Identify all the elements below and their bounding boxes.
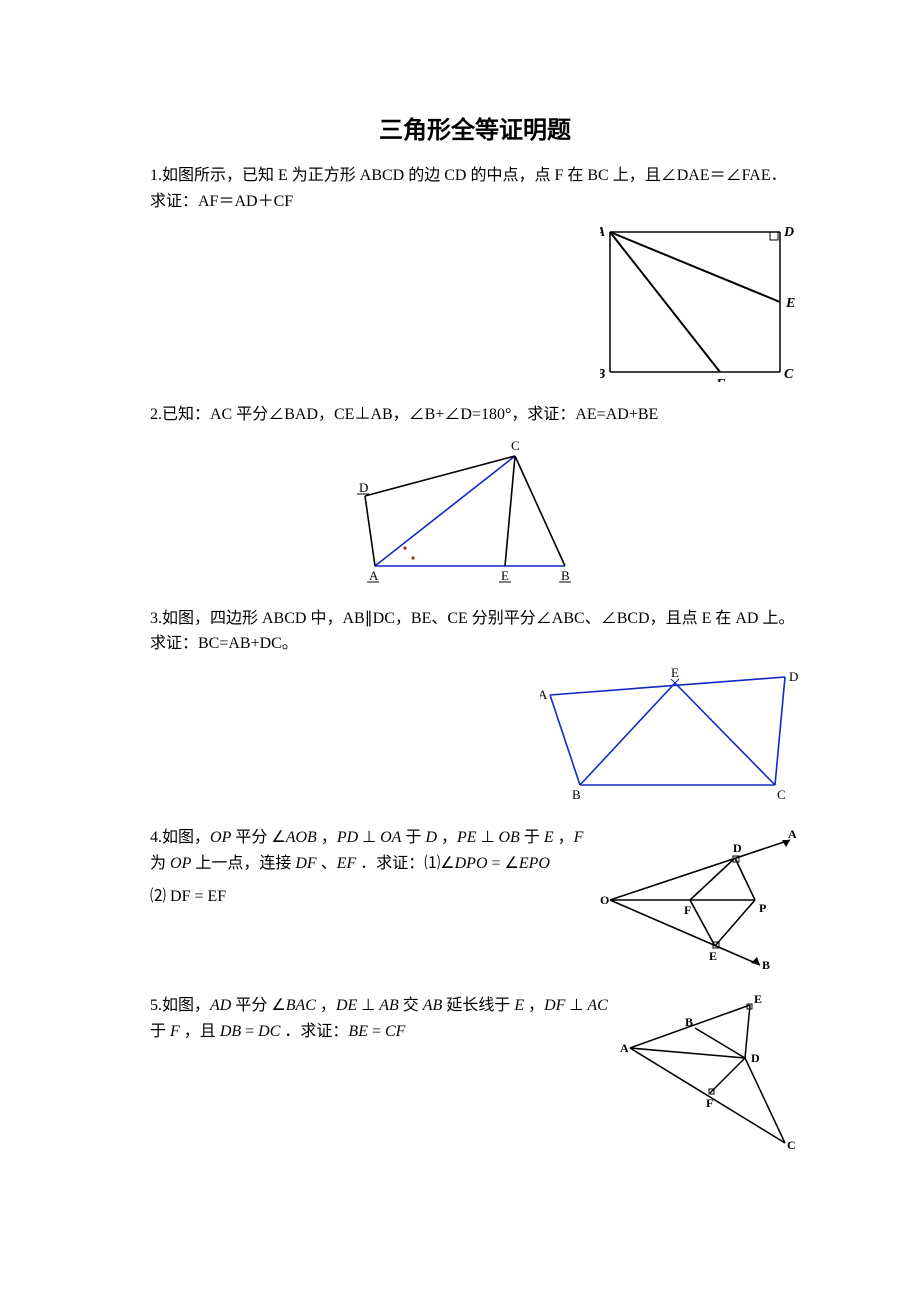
svg-text:D: D <box>733 841 742 855</box>
problem-1-figure: A D B C E F <box>600 222 800 382</box>
problem-3-figure-wrap: A D B C E <box>150 665 800 805</box>
svg-text:C: C <box>787 1138 796 1152</box>
problem-2-figure: A B E C D <box>345 436 605 586</box>
svg-text:F: F <box>684 903 691 917</box>
svg-text:F: F <box>706 1096 713 1110</box>
svg-text:A: A <box>540 687 548 702</box>
svg-text:E: E <box>754 993 762 1006</box>
problem-4-sub: ⑵ DF = EF <box>150 884 590 910</box>
problem-2-figure-wrap: A B E C D <box>150 436 800 586</box>
problem-2-text: 2.已知：AC 平分∠BAD，CE⊥AB，∠B+∠D=180°，求证：AE=AD… <box>150 402 800 428</box>
svg-text:B: B <box>600 367 605 382</box>
svg-text:B: B <box>561 568 570 583</box>
problem-3-text: 3.如图，四边形 ABCD 中，AB∥DC，BE、CE 分别平分∠ABC、∠BC… <box>150 606 800 657</box>
svg-text:E: E <box>785 296 795 311</box>
svg-text:C: C <box>777 787 786 802</box>
svg-text:A: A <box>600 225 605 240</box>
problem-3-figure: A D B C E <box>540 665 800 805</box>
svg-text:E: E <box>709 949 717 963</box>
svg-text:E: E <box>501 568 509 583</box>
svg-text:E: E <box>671 665 679 680</box>
svg-text:P: P <box>759 901 766 915</box>
svg-text:F: F <box>715 377 726 382</box>
svg-text:O: O <box>600 893 609 907</box>
svg-text:A: A <box>369 568 379 583</box>
svg-text:D: D <box>359 480 368 495</box>
svg-text:C: C <box>511 438 520 453</box>
problem-5-text: 5.如图，AD 平分 ∠BAC ，DE ⊥ AB 交 AB 延长线于 E ，DF… <box>150 993 610 1044</box>
svg-text:D: D <box>789 669 798 684</box>
svg-text:D: D <box>783 225 794 240</box>
svg-text:A: A <box>620 1041 629 1055</box>
page-title: 三角形全等证明题 <box>150 110 800 145</box>
svg-text:B: B <box>685 1015 693 1029</box>
problem-4-text: 4.如图，OP 平分 ∠AOB ，PD ⊥ OA 于 D ，PE ⊥ OB 于 … <box>150 825 590 876</box>
svg-text:B: B <box>572 787 581 802</box>
svg-text:B: B <box>762 958 770 972</box>
svg-text:A: A <box>788 827 797 841</box>
problem-1-text: 1.如图所示，已知 E 为正方形 ABCD 的边 CD 的中点，点 F 在 BC… <box>150 163 800 214</box>
problem-1-figure-wrap: A D B C E F <box>150 222 800 382</box>
problem-5-figure: A E B D F C <box>620 993 800 1153</box>
problem-4-figure: O A B D E P F <box>600 825 800 975</box>
svg-text:C: C <box>784 367 794 382</box>
svg-text:D: D <box>751 1051 760 1065</box>
